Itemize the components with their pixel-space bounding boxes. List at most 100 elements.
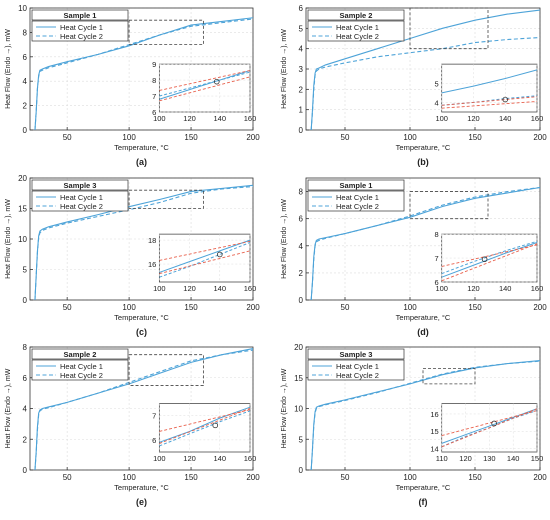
x-tick-label: 200 [533,473,547,482]
inset-series-1 [159,406,251,443]
inset-fit-line [159,76,251,102]
inset-fit-line [159,70,251,91]
y-tick-label: 2 [23,102,28,111]
inset-y-tick-label: 5 [435,79,439,88]
inset-marker [213,78,220,85]
inset-y-tick-label: 15 [430,427,438,436]
inset-x-tick-label: 100 [435,284,448,293]
inset-x-tick-label: 160 [531,284,544,293]
inset-chart: 100 120 140 160 6 7 8 9 [152,60,256,123]
zoom-box [128,189,204,209]
series-line-2 [34,18,254,131]
x-tick-label: 50 [63,133,72,142]
x-axis-label: Temperature, °C [396,143,451,152]
legend-title: Sample 3 [64,181,97,190]
panel-label: (a) [136,157,147,167]
panel-label: (f) [419,497,428,507]
x-tick-label: 150 [184,303,198,312]
panel-label: (b) [417,157,429,167]
x-tick-label: 100 [403,473,417,482]
y-axis-label: Heat Flow (Endo →), mW [5,29,12,109]
chart-panel: 50 100 150 200 0 2 4 6 8 Temperature, °C Heat Flow… [281,177,547,337]
inset-x-tick-label: 120 [467,284,480,293]
series-line-1 [34,184,254,301]
inset-x-tick-label: 140 [499,284,512,293]
inset-x-tick-label: 150 [531,454,544,463]
y-tick-label: 6 [23,53,28,62]
legend-entry: Heat Cycle 1 [336,23,379,32]
y-tick-label: 4 [23,405,28,414]
legend-title-box [31,348,129,360]
chart-panel: 50 100 150 200 0 2 4 6 8 Temperature, °C Heat Flow… [5,343,260,507]
inset-chart: 100 120 140 160 6 7 [152,403,256,463]
panel-label: (e) [136,497,147,507]
inset-marker [502,96,509,103]
inset-x-tick-label: 140 [507,454,520,463]
y-tick-label: 0 [23,126,28,135]
inset-x-tick-label: 100 [153,454,166,463]
inset-x-tick-label: 140 [214,284,227,293]
legend-title: Sample 2 [340,11,373,20]
inset-x-tick-label: 160 [531,114,544,123]
legend-title-box [307,9,405,21]
x-axis-label: Temperature, °C [114,143,169,152]
series-line-2 [310,186,541,301]
inset-chart: 100 120 140 160 4 5 [435,63,544,123]
y-tick-label: 10 [18,235,27,244]
legend-entry: Heat Cycle 2 [60,202,103,211]
inset-fit-line [441,244,538,267]
x-tick-label: 100 [122,133,136,142]
inset-fit-line [159,409,251,432]
y-tick-label: 10 [18,4,27,13]
legend-title: Sample 1 [64,11,97,20]
y-tick-label: 6 [299,4,304,13]
inset-x-tick-label: 130 [483,454,496,463]
series-line-2 [34,185,254,301]
legend-title-box [31,179,129,191]
inset-y-tick-label: 4 [435,98,439,107]
panel-label: (d) [417,327,429,337]
legend-title: Sample 3 [340,350,373,359]
inset-x-tick-label: 140 [499,114,512,123]
y-tick-label: 5 [299,24,304,33]
y-tick-label: 2 [23,435,28,444]
x-tick-label: 150 [184,473,198,482]
inset-fit-line [441,101,538,109]
x-tick-label: 100 [403,303,417,312]
inset-series-1 [159,70,251,100]
legend-entry: Heat Cycle 2 [336,202,379,211]
inset-frame [158,233,251,283]
x-tick-label: 50 [63,473,72,482]
series-line-1 [34,17,254,131]
inset-x-tick-label: 100 [435,114,448,123]
legend-entry: Heat Cycle 2 [60,32,103,41]
y-tick-label: 0 [299,126,304,135]
inset-x-tick-label: 140 [214,454,227,463]
inset-x-tick-label: 100 [153,114,166,123]
inset-series-2 [159,71,251,97]
x-tick-label: 150 [184,133,198,142]
y-tick-label: 3 [299,65,304,74]
x-tick-label: 200 [533,133,547,142]
legend-title-box [307,179,405,191]
inset-chart: 110 120 130 140 150 14 15 16 [430,403,544,463]
y-tick-label: 15 [18,205,27,214]
inset-x-tick-label: 120 [459,454,472,463]
y-tick-label: 20 [18,174,27,183]
y-tick-label: 2 [299,269,304,278]
inset-series-1 [441,242,538,278]
zoom-box [128,354,204,386]
inset-x-tick-label: 120 [467,114,480,123]
inset-y-tick-label: 6 [435,278,439,287]
y-tick-label: 2 [299,85,304,94]
inset-series-2 [159,242,251,278]
legend-entry: Heat Cycle 2 [336,32,379,41]
axes-frame [29,7,254,131]
series-line-2 [310,360,541,471]
chart-panel: 50 100 150 200 0 1 2 3 4 5 6 Temperature, °C Heat Fl… [281,4,547,167]
inset-y-tick-label: 16 [148,260,156,269]
y-axis-label: Heat Flow (Endo →), mW [281,29,288,109]
inset-y-tick-label: 6 [152,108,156,117]
x-tick-label: 50 [341,303,350,312]
